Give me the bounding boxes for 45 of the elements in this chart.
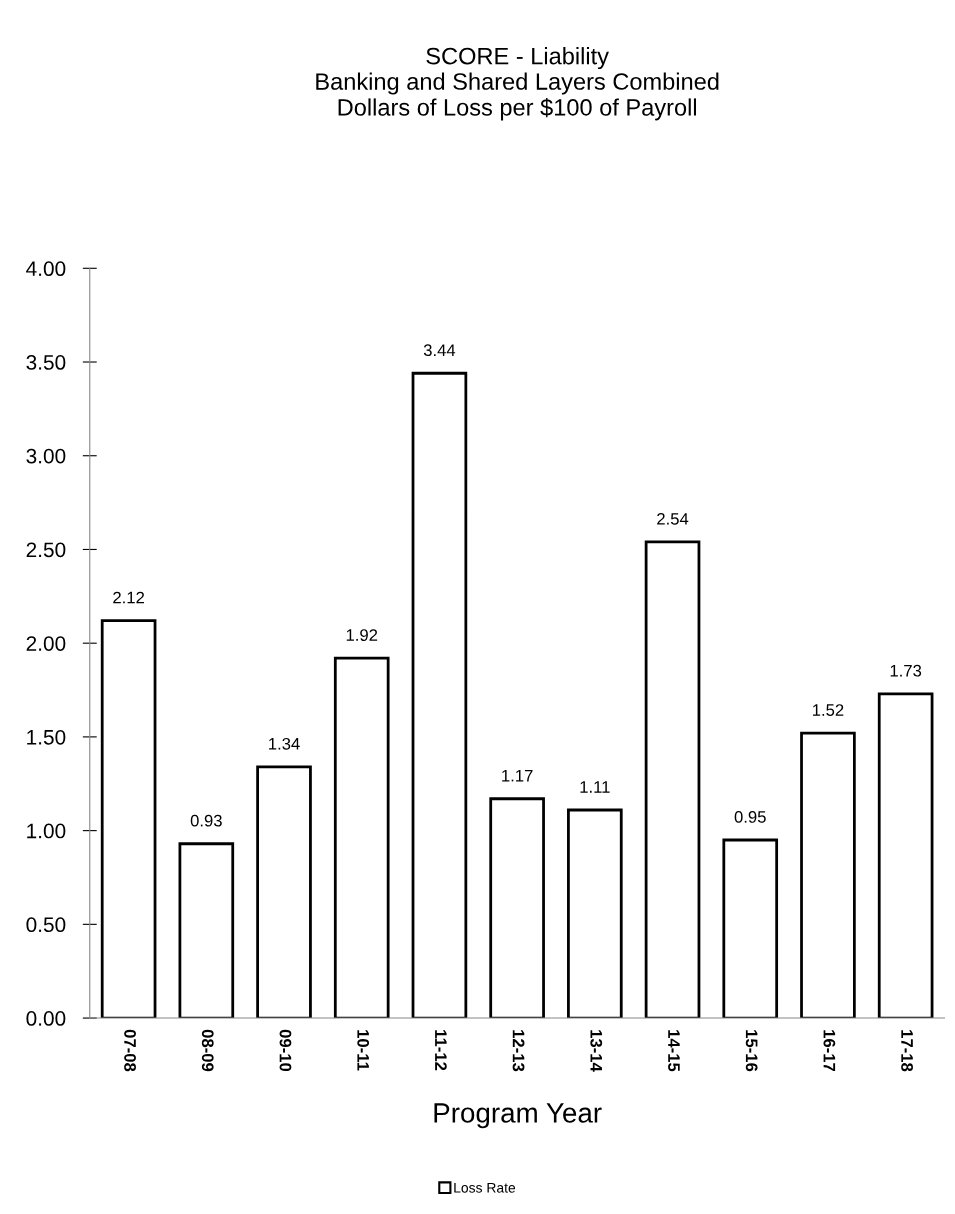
bar	[722, 838, 779, 1019]
data-label: 1.73	[890, 664, 922, 677]
bar	[411, 371, 468, 1019]
x-tick-label: 17-18	[901, 1030, 913, 1072]
data-label: 1.92	[346, 629, 378, 641]
y-tick-label: 1.50	[27, 729, 66, 745]
bar	[644, 540, 701, 1019]
bar	[567, 808, 623, 1019]
bar	[178, 842, 235, 1019]
data-label: 0.95	[734, 811, 766, 823]
bar	[100, 619, 157, 1019]
legend-label: Loss Rate	[454, 1182, 516, 1193]
x-tick-label: 12-13	[512, 1030, 525, 1072]
x-tick-label: 07-08	[124, 1029, 136, 1072]
x-tick-label: 10-11	[357, 1030, 370, 1071]
bar	[256, 765, 312, 1019]
x-axis-title: Program Year	[434, 1103, 602, 1129]
y-tick-label: 3.50	[26, 355, 66, 370]
bar	[800, 731, 856, 1019]
bar	[333, 656, 390, 1019]
data-label: 1.52	[812, 704, 844, 716]
data-label: 1.17	[502, 769, 533, 782]
x-tick-label: 16-17	[823, 1030, 836, 1072]
y-tick-label: 0.00	[26, 1011, 66, 1026]
x-tick-label: 11-12	[435, 1030, 447, 1071]
x-tick-label: 14-15	[668, 1030, 680, 1072]
data-label: 0.93	[190, 814, 222, 827]
x-tick-label: 13-14	[590, 1030, 603, 1072]
y-tick-label: 4.00	[26, 261, 66, 277]
data-label: 2.54	[657, 512, 689, 525]
y-tick-label: 2.50	[26, 542, 66, 558]
data-label: 3.44	[423, 344, 456, 357]
x-tick-label: 15-16	[745, 1030, 758, 1072]
data-label: 2.12	[113, 591, 144, 604]
bar	[877, 692, 934, 1019]
y-tick-label: 2.00	[26, 636, 66, 651]
y-tick-label: 1.00	[27, 823, 66, 839]
y-tick-label: 3.00	[26, 448, 66, 464]
y-tick-label: 0.50	[26, 917, 66, 933]
chart-title: SCORE - Liability Banking and Shared Layers Combined Dollars of Loss per $100 of Payroll	[316, 47, 719, 121]
x-tick-label: 09-10	[279, 1029, 292, 1072]
data-label: 1.11	[580, 781, 610, 793]
bar	[489, 797, 545, 1019]
data-label: 1.34	[269, 737, 300, 750]
x-tick-label: 08-09	[201, 1029, 214, 1072]
